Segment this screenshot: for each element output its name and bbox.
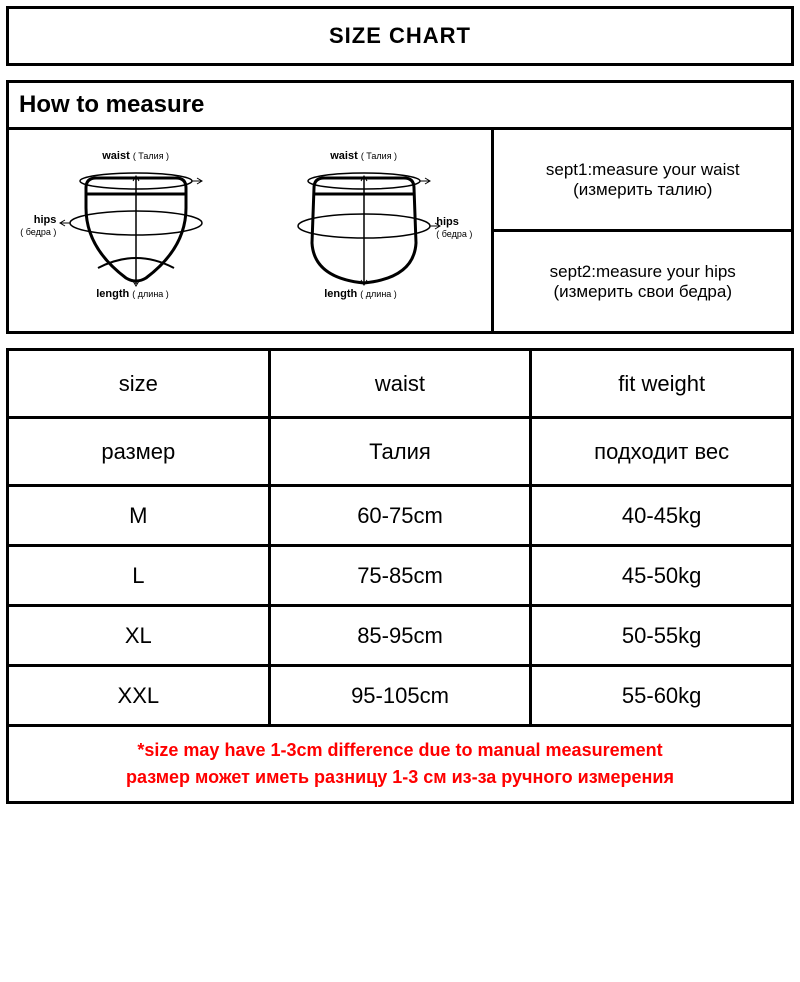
title: SIZE CHART — [6, 6, 794, 66]
diagram-cell: waist ( Талия ) hips( бедра ) length ( д… — [9, 130, 491, 331]
hips-label: hips( бедра ) — [20, 214, 56, 238]
hips-label-2: hips( бедра ) — [436, 216, 472, 240]
waist-label-2: waist ( Талия ) — [330, 150, 397, 162]
boyshort-diagram: waist ( Талия ) hips( бедра ) length ( д… — [254, 148, 474, 313]
how-to-header: How to measure — [9, 83, 791, 130]
size-table: size waist fit weight размер Талия подхо… — [6, 348, 794, 727]
how-to-body: waist ( Талия ) hips( бедра ) length ( д… — [9, 130, 791, 331]
col-size-en: size — [8, 350, 270, 418]
steps-column: sept1:measure your waist (измерить талию… — [491, 130, 791, 331]
length-label: length ( длина ) — [96, 288, 169, 300]
table-row: XL 85-95cm 50-55kg — [8, 606, 793, 666]
table-row: XXL 95-105cm 55-60kg — [8, 666, 793, 726]
footnote: *size may have 1-3cm difference due to m… — [6, 727, 794, 804]
step-1: sept1:measure your waist (измерить талию… — [494, 130, 791, 229]
how-to-measure-section: How to measure — [6, 80, 794, 334]
step-2: sept2:measure your hips (измерить свои б… — [494, 229, 791, 331]
size-chart-container: SIZE CHART How to measure — [6, 6, 794, 804]
col-weight-ru: подходит вес — [531, 418, 793, 486]
brief-svg — [26, 148, 246, 308]
length-label-2: length ( длина ) — [324, 288, 397, 300]
waist-label: waist ( Талия ) — [102, 150, 169, 162]
table-row: L 75-85cm 45-50kg — [8, 546, 793, 606]
table-row: M 60-75cm 40-45kg — [8, 486, 793, 546]
table-header-en: size waist fit weight — [8, 350, 793, 418]
col-size-ru: размер — [8, 418, 270, 486]
col-waist-ru: Талия — [269, 418, 531, 486]
col-waist-en: waist — [269, 350, 531, 418]
brief-diagram: waist ( Талия ) hips( бедра ) length ( д… — [26, 148, 246, 313]
col-weight-en: fit weight — [531, 350, 793, 418]
table-header-ru: размер Талия подходит вес — [8, 418, 793, 486]
